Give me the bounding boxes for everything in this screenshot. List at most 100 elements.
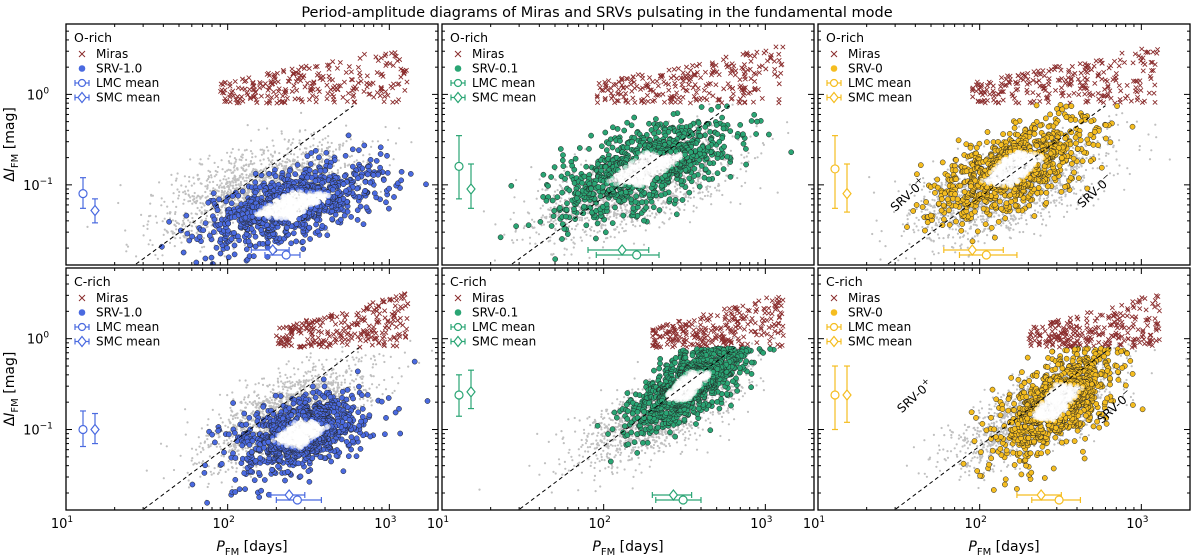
grey-point — [568, 225, 571, 228]
mira-point — [701, 87, 707, 93]
grey-point — [495, 274, 497, 276]
grey-point — [684, 196, 687, 199]
srv-point — [349, 146, 356, 153]
grey-point — [223, 190, 226, 193]
grey-point — [180, 241, 183, 244]
srv-point — [391, 194, 397, 200]
mira-point — [227, 99, 233, 105]
grey-point — [762, 143, 766, 146]
srv-point — [586, 146, 592, 152]
srv-point — [719, 135, 726, 141]
legend-smc-mean: SMC mean — [96, 91, 160, 105]
grey-point — [602, 200, 605, 204]
grey-point — [195, 200, 198, 203]
grey-point — [578, 219, 581, 222]
srv-point — [691, 173, 697, 179]
grey-point — [245, 148, 248, 151]
srv-point — [296, 200, 302, 206]
grey-point — [176, 221, 179, 224]
grey-point — [701, 191, 704, 194]
srv-point — [513, 223, 519, 230]
srv-point — [559, 157, 566, 164]
mira-point — [744, 51, 750, 57]
mira-point — [721, 86, 727, 92]
mira-point — [687, 100, 693, 106]
srv-point — [583, 163, 590, 170]
grey-point — [330, 170, 334, 173]
grey-point — [678, 198, 681, 201]
grey-point — [682, 174, 686, 177]
mira-point — [603, 83, 609, 89]
grey-point — [540, 224, 543, 227]
srv-point — [678, 118, 684, 124]
srv-point — [296, 216, 303, 222]
srv-point — [632, 199, 639, 205]
grey-point — [244, 169, 247, 173]
srv-point — [557, 205, 563, 211]
srv-point — [243, 246, 250, 253]
grey-point — [531, 218, 534, 221]
grey-point — [343, 165, 347, 169]
grey-point — [709, 185, 712, 188]
grey-point — [266, 127, 269, 130]
grey-point — [212, 187, 215, 190]
mira-point — [698, 75, 704, 81]
grey-point — [590, 225, 593, 229]
grey-point — [233, 174, 236, 177]
grey-point — [739, 202, 742, 205]
srv-point — [248, 225, 255, 232]
mira-point — [324, 96, 330, 102]
grey-point — [663, 222, 666, 225]
grey-point — [736, 176, 739, 180]
srv-point — [716, 138, 723, 145]
grey-point — [320, 143, 323, 146]
srv-point — [698, 104, 705, 110]
grey-point — [191, 202, 194, 205]
mira-point — [334, 65, 340, 71]
grey-point — [565, 222, 568, 225]
srv-point — [734, 133, 741, 140]
grey-point — [740, 162, 743, 165]
grey-point — [280, 132, 283, 135]
grey-point — [533, 220, 536, 223]
grey-point — [606, 214, 609, 217]
grey-point — [155, 221, 158, 224]
grey-point — [191, 216, 194, 220]
grey-point — [277, 164, 280, 167]
mira-point — [751, 87, 757, 93]
grey-point — [554, 219, 557, 222]
mira-point — [302, 84, 308, 90]
grey-point — [194, 202, 198, 205]
srv-point — [602, 129, 609, 136]
srv-point — [639, 199, 645, 206]
srv-point — [548, 174, 554, 180]
grey-point — [623, 218, 626, 221]
mira-point — [602, 79, 608, 85]
grey-point — [230, 191, 233, 194]
grey-point — [259, 189, 262, 192]
mira-point — [388, 83, 394, 89]
grey-point — [716, 147, 719, 150]
mira-point — [747, 89, 753, 95]
grey-point — [494, 223, 497, 226]
srv-point — [312, 178, 319, 184]
srv-point — [324, 232, 331, 239]
mira-point — [629, 77, 635, 83]
srv-point — [239, 188, 246, 195]
grey-point — [718, 189, 721, 192]
grey-point — [125, 243, 128, 246]
grey-point — [200, 219, 203, 222]
grey-point — [699, 197, 702, 200]
grey-point — [597, 204, 600, 207]
grey-point — [332, 150, 335, 153]
mira-point — [639, 85, 646, 91]
grey-point — [547, 240, 550, 243]
grey-point — [528, 242, 532, 245]
srv-point — [593, 235, 599, 242]
grey-point — [553, 242, 556, 245]
grey-point — [237, 178, 240, 182]
grey-point — [576, 223, 579, 226]
srv-point — [355, 175, 361, 182]
mira-point — [595, 100, 601, 106]
grey-point — [287, 139, 291, 142]
